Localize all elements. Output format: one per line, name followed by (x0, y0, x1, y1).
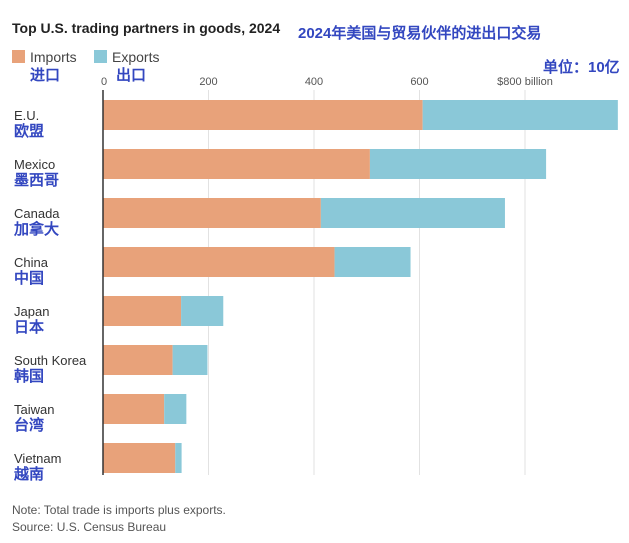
bar-imports (103, 345, 173, 375)
imports-swatch (12, 50, 25, 63)
x-tick-label: $800 billion (497, 76, 553, 88)
category-label: China (14, 255, 49, 270)
bar-exports (334, 247, 411, 277)
category-label: E.U. (14, 108, 39, 123)
x-tick-label: 600 (410, 76, 428, 88)
bar-imports (103, 296, 182, 326)
category-label-cn: 墨西哥 (14, 171, 59, 189)
category-label: South Korea (14, 353, 87, 368)
category-label-cn: 日本 (14, 318, 44, 336)
note: Note: Total trade is imports plus export… (12, 503, 226, 517)
bar-imports (103, 394, 165, 424)
category-label-cn: 欧盟 (14, 122, 44, 140)
source: Source: U.S. Census Bureau (12, 520, 167, 534)
category-label-cn: 中国 (14, 269, 44, 287)
category-label: Japan (14, 304, 49, 319)
x-tick-label: 200 (199, 76, 217, 88)
bar-imports (103, 149, 370, 179)
category-label: Vietnam (14, 451, 61, 466)
legend-exports: Exports (94, 49, 159, 65)
legend-exports-cn: 出口 (116, 67, 147, 84)
bar-imports (103, 443, 176, 473)
category-label-cn: 越南 (13, 465, 44, 483)
bar-imports (103, 198, 321, 228)
category-label: Taiwan (14, 402, 54, 417)
legend-imports-cn: 进口 (30, 67, 61, 84)
category-label-cn: 韩国 (14, 367, 44, 385)
bar-exports (369, 149, 547, 179)
unit-label: 单位：10亿 (543, 59, 620, 76)
legend-exports-label: Exports (112, 49, 160, 65)
legend-imports: Imports (12, 49, 77, 65)
x-tick-label: 400 (305, 76, 323, 88)
bar-exports (175, 443, 182, 473)
bar-imports (103, 247, 335, 277)
bar-exports (320, 198, 505, 228)
chart-title: Top U.S. trading partners in goods, 2024 (12, 20, 281, 36)
legend-imports-label: Imports (30, 49, 77, 65)
exports-swatch (94, 50, 107, 63)
category-label: Canada (14, 206, 60, 221)
chart-title-cn: 2024年美国与贸易伙伴的进出口交易 (298, 25, 542, 42)
bar-exports (422, 100, 618, 130)
x-tick-label: 0 (101, 76, 107, 88)
category-label-cn: 加拿大 (13, 220, 59, 238)
bar-exports (181, 296, 224, 326)
category-label: Mexico (14, 157, 55, 172)
bar-exports (172, 345, 208, 375)
bar-imports (103, 100, 423, 130)
category-label-cn: 台湾 (14, 416, 44, 434)
bar-exports (164, 394, 187, 424)
